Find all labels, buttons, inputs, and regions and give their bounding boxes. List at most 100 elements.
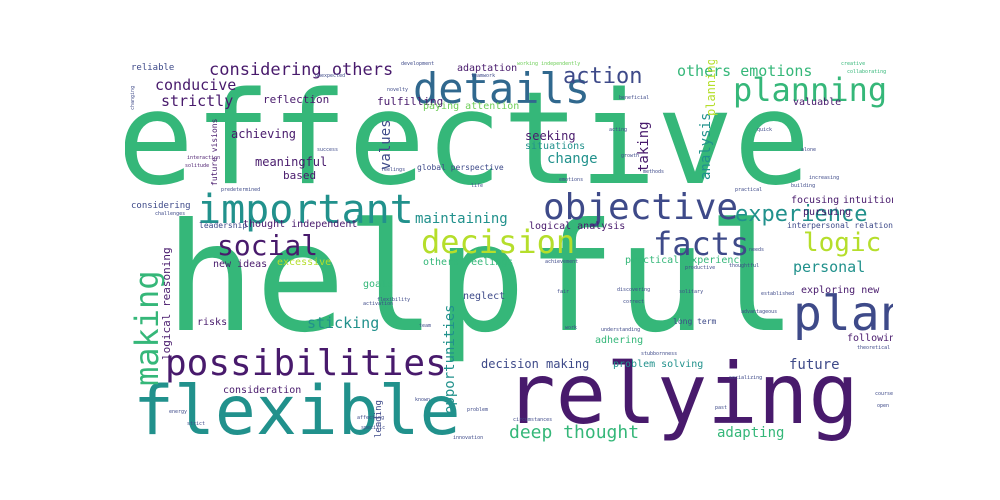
- word-personal: personal: [793, 258, 866, 276]
- word-theoretical: theoretical: [857, 345, 891, 351]
- word-taking: taking: [636, 121, 652, 172]
- word-facts: facts: [653, 225, 750, 263]
- word-new-ideas: new ideas: [213, 259, 268, 270]
- word-exploring-new: exploring new: [801, 285, 880, 296]
- word-planning-v: planning: [704, 60, 718, 116]
- word-interpersonal-relationships: interpersonal relationships: [787, 221, 893, 230]
- word-adaptation: adaptation: [457, 63, 518, 74]
- word-feelings: feelings: [381, 167, 406, 173]
- word-cloud: effective helpful relying flexible impor…: [125, 60, 893, 444]
- word-strictly: strictly: [161, 92, 234, 110]
- word-achieving: achieving: [231, 127, 297, 141]
- word-beneficial: beneficial: [619, 95, 650, 101]
- word-neglect: neglect: [463, 291, 506, 302]
- word-leadership: leadership: [199, 221, 248, 230]
- word-open: open: [877, 403, 890, 409]
- word-action: action: [563, 64, 643, 89]
- word-sticking: sticking: [307, 314, 380, 332]
- word-teamwork: teamwork: [471, 73, 496, 79]
- word-changing: changing: [130, 85, 136, 110]
- word-experience: experience: [735, 202, 868, 227]
- word-success: success: [317, 147, 339, 153]
- word-long-term: long term: [673, 317, 717, 326]
- word-based: based: [283, 169, 317, 182]
- word-practical: practical: [735, 187, 763, 193]
- word-productive: productive: [685, 265, 716, 271]
- word-novelty: novelty: [387, 87, 409, 93]
- word-innovation: innovation: [453, 435, 484, 441]
- word-paying-attention: paying attention: [423, 101, 520, 112]
- word-intuition: intuition: [843, 195, 893, 206]
- word-flexible: flexible: [133, 372, 461, 445]
- word-making: making: [128, 270, 166, 386]
- word-achievement: achievement: [545, 259, 579, 265]
- word-maintaining: maintaining: [415, 211, 508, 227]
- word-helpful: helpful: [165, 192, 798, 366]
- word-work: work: [565, 325, 578, 331]
- word-reliable: reliable: [131, 63, 175, 73]
- word-decision-making: decision making: [481, 357, 590, 371]
- word-known: known: [415, 397, 431, 403]
- word-objective: objective: [543, 187, 739, 228]
- word-considering: considering: [131, 201, 191, 211]
- word-quick: quick: [757, 127, 773, 133]
- word-details: details: [413, 64, 591, 113]
- word-correct: correct: [623, 299, 645, 305]
- word-discovering: discovering: [617, 287, 651, 293]
- word-affecting: affecting: [357, 415, 385, 421]
- word-interaction: interaction: [187, 155, 221, 161]
- word-thoughtful: thoughtful: [729, 263, 760, 269]
- word-circumstances: circumstances: [513, 417, 553, 423]
- word-fair: fair: [557, 289, 570, 295]
- word-strict: strict: [187, 421, 206, 427]
- word-social: social: [217, 229, 319, 262]
- word-specific: specific: [361, 425, 386, 431]
- word-emotions: emotions: [559, 177, 584, 183]
- word-consideration: consideration: [223, 385, 302, 396]
- word-seeking: seeking: [525, 129, 576, 143]
- word-meaningful: meaningful: [255, 155, 328, 169]
- word-working-independently: working independently: [517, 61, 581, 67]
- word-planning: planning: [733, 71, 888, 109]
- word-unexpected: unexpected: [315, 73, 346, 79]
- word-others-feelings: others feelings: [423, 257, 514, 268]
- word-practical-experience: practical experience: [625, 255, 746, 266]
- word-opportunities: opportunities: [442, 304, 458, 414]
- word-solitude: solitude: [185, 163, 210, 169]
- word-stubbornness: stubbornness: [641, 351, 678, 357]
- word-energy: energy: [169, 409, 188, 415]
- word-development: development: [401, 61, 435, 67]
- word-focusing: focusing: [791, 195, 840, 206]
- word-conducive: conducive: [155, 76, 237, 94]
- word-situations: situations: [525, 141, 586, 152]
- word-important: important: [197, 187, 414, 233]
- word-fulfilling: fulfilling: [377, 95, 444, 108]
- word-challenges: challenges: [155, 211, 186, 217]
- word-growth: growth: [621, 153, 640, 159]
- word-pursuing: pursuing: [803, 207, 852, 218]
- word-risks: risks: [197, 317, 228, 328]
- word-global-perspective: global perspective: [417, 163, 504, 172]
- word-others-emotions: others emotions: [677, 62, 813, 80]
- word-creative: creative: [841, 61, 866, 67]
- word-activation: activation: [363, 301, 394, 307]
- word-acting: acting: [609, 127, 628, 133]
- word-effective: effective: [125, 65, 811, 214]
- word-decision: decision: [421, 223, 576, 261]
- word-advantageous: advantageous: [741, 309, 778, 315]
- word-future-visions: future visions: [210, 118, 219, 186]
- word-logical-analysis: logical analysis: [529, 221, 626, 232]
- word-excessive: excessive: [277, 257, 332, 268]
- word-analysis: analysis: [698, 112, 714, 180]
- word-logical-reasoning: logical reasoning: [160, 247, 173, 360]
- word-socializing: socializing: [729, 375, 763, 381]
- word-valuable: valuable: [793, 97, 842, 108]
- word-future: future: [789, 357, 840, 373]
- word-possibilities: possibilities: [165, 343, 447, 384]
- word-needs: needs: [749, 247, 765, 253]
- word-alone: alone: [801, 147, 817, 153]
- word-building: building: [791, 183, 816, 189]
- word-deep-thought: deep thought: [509, 422, 640, 443]
- word-plan: plan: [793, 286, 893, 342]
- word-methods: methods: [643, 169, 665, 175]
